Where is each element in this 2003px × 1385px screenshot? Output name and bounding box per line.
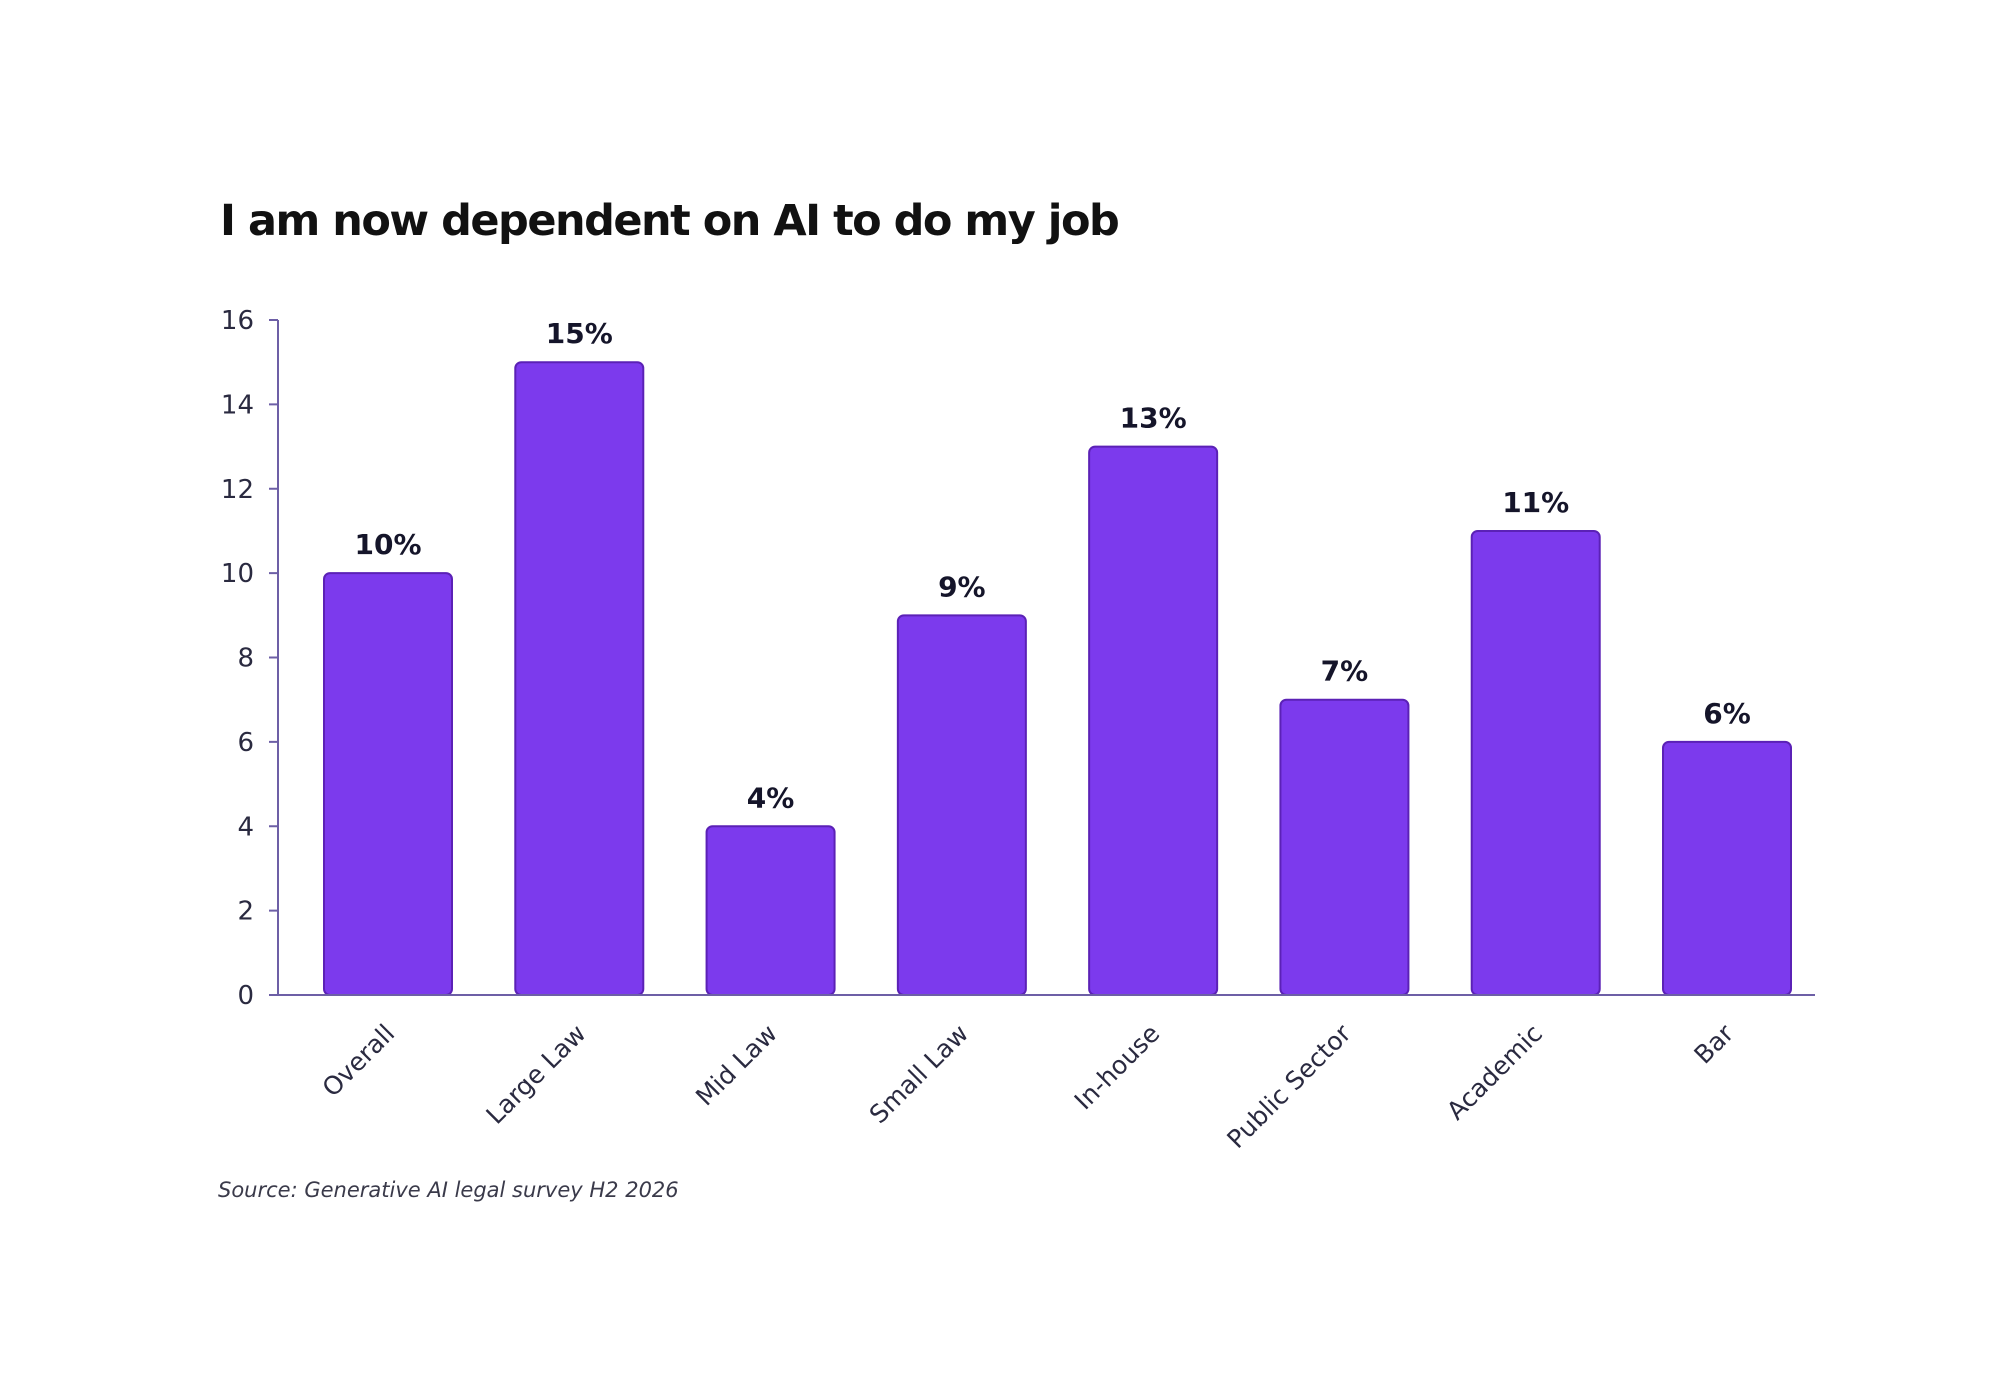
y-tick-label: 16 <box>221 306 254 336</box>
bar <box>705 825 836 996</box>
data-label: 6% <box>1703 697 1751 730</box>
y-tick-label: 12 <box>221 475 254 505</box>
x-tick-label: Public Sector <box>1221 1018 1357 1154</box>
data-label: 4% <box>747 781 795 814</box>
x-tick-label: Small Law <box>864 1019 974 1129</box>
y-tick-label: 8 <box>237 644 254 674</box>
data-label: 10% <box>354 528 421 561</box>
bar <box>896 614 1027 996</box>
data-label: 13% <box>1120 402 1187 435</box>
bar <box>1662 740 1792 996</box>
x-tick-label: Bar <box>1689 1018 1740 1069</box>
bars <box>323 361 1792 996</box>
bar <box>514 361 645 996</box>
chart-source: Source: Generative AI legal survey H2 20… <box>218 1178 679 1202</box>
data-label: 15% <box>546 317 613 350</box>
y-tick-label: 0 <box>237 981 254 1011</box>
x-tick-label: Mid Law <box>690 1019 783 1112</box>
y-tick-label: 10 <box>221 559 254 589</box>
chart-title: I am now dependent on AI to do my job <box>220 196 1120 246</box>
x-tick-label: Academic <box>1441 1019 1548 1126</box>
bar <box>1088 445 1219 996</box>
x-tick-label: In-house <box>1069 1019 1166 1116</box>
data-label: 11% <box>1502 486 1569 519</box>
data-label: 9% <box>938 570 986 603</box>
data-labels: 10% 15% 4% 9% 13% 7% 11% 6% <box>354 317 1750 814</box>
y-axis: 0 2 4 6 8 10 12 14 16 <box>221 306 279 1011</box>
x-tick-label: Overall <box>317 1019 401 1103</box>
bar <box>323 572 453 996</box>
category-labels: Overall Large Law Mid Law Small Law In-house… <box>317 1018 1740 1154</box>
y-tick-label: 2 <box>237 897 254 927</box>
bar <box>1279 698 1410 996</box>
data-label: 7% <box>1321 655 1369 688</box>
y-tick-label: 4 <box>237 812 254 842</box>
y-tick-label: 14 <box>221 390 254 420</box>
x-tick-label: Large Law <box>481 1019 592 1130</box>
y-tick-label: 6 <box>237 728 254 758</box>
bar <box>1470 529 1601 996</box>
